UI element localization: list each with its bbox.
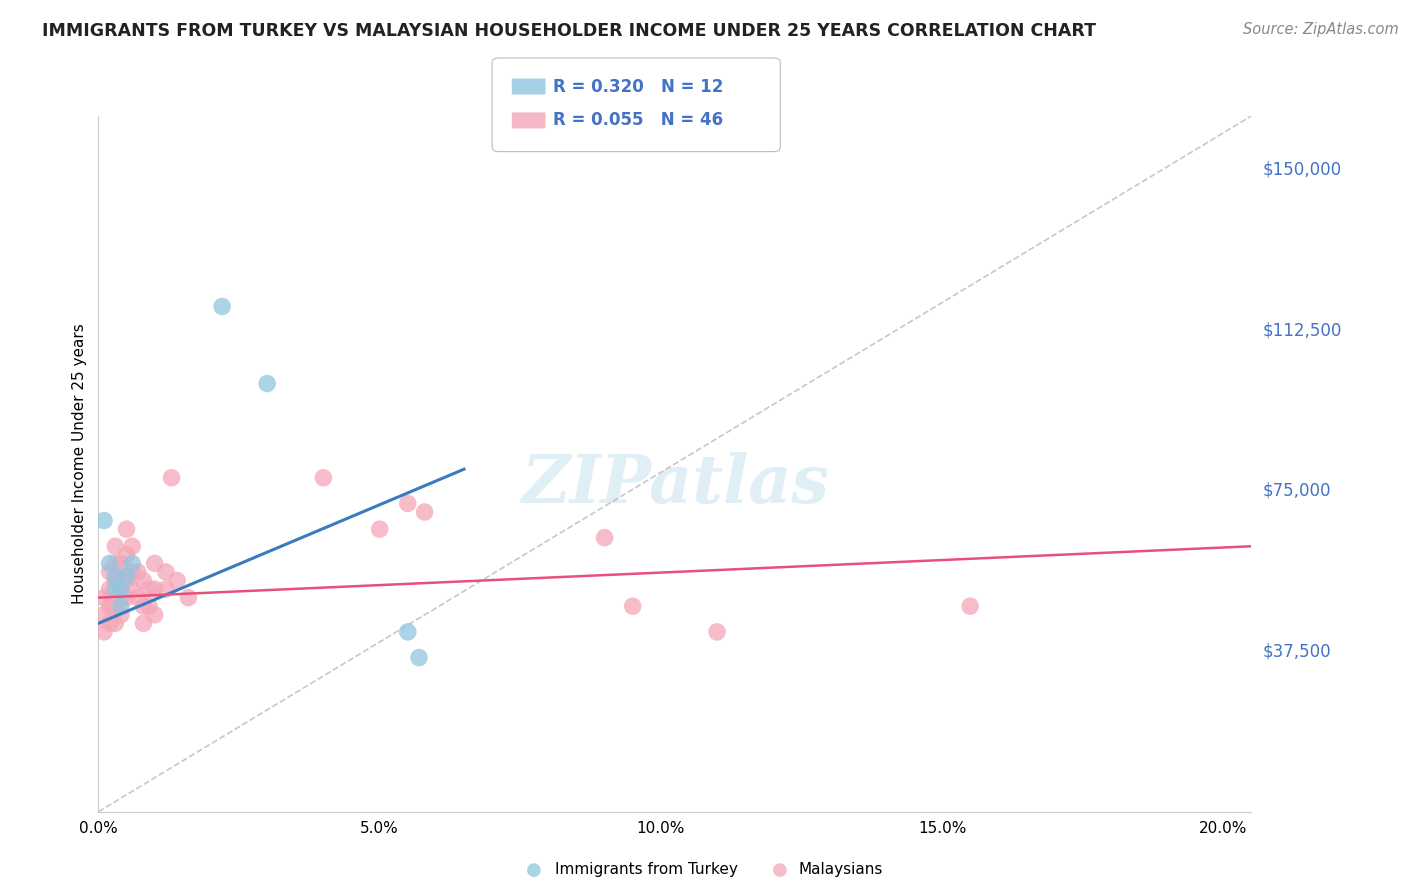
Text: ●: ● xyxy=(772,861,789,879)
Text: $37,500: $37,500 xyxy=(1263,642,1331,660)
Point xyxy=(104,574,127,588)
Text: IMMIGRANTS FROM TURKEY VS MALAYSIAN HOUSEHOLDER INCOME UNDER 25 YEARS CORRELATIO: IMMIGRANTS FROM TURKEY VS MALAYSIAN HOUS… xyxy=(42,22,1097,40)
Point xyxy=(104,599,127,614)
Point xyxy=(959,599,981,614)
Point xyxy=(143,557,166,571)
Text: Immigrants from Turkey: Immigrants from Turkey xyxy=(555,863,738,877)
Point xyxy=(98,557,121,571)
Point xyxy=(98,599,121,614)
Point xyxy=(115,591,138,605)
Point xyxy=(104,582,127,596)
Point xyxy=(155,582,177,596)
Point xyxy=(110,599,132,614)
Point xyxy=(177,591,200,605)
Point xyxy=(115,548,138,562)
Point xyxy=(160,471,183,485)
Point xyxy=(115,574,138,588)
Point xyxy=(121,557,143,571)
Text: ZIPatlas: ZIPatlas xyxy=(522,452,828,517)
Point xyxy=(104,539,127,553)
Point xyxy=(396,624,419,639)
Point xyxy=(104,616,127,631)
Point xyxy=(98,582,121,596)
Text: ●: ● xyxy=(526,861,543,879)
Text: $112,500: $112,500 xyxy=(1263,321,1341,339)
Point xyxy=(104,557,127,571)
Point xyxy=(121,539,143,553)
Point xyxy=(211,300,233,314)
Point xyxy=(93,607,115,622)
Point xyxy=(132,599,155,614)
Point xyxy=(312,471,335,485)
Text: Source: ZipAtlas.com: Source: ZipAtlas.com xyxy=(1243,22,1399,37)
Text: $150,000: $150,000 xyxy=(1263,161,1341,178)
Point xyxy=(408,650,430,665)
Point xyxy=(132,616,155,631)
Point xyxy=(256,376,278,391)
Point xyxy=(132,574,155,588)
Point xyxy=(98,616,121,631)
Point xyxy=(593,531,616,545)
Point xyxy=(93,514,115,528)
Point xyxy=(110,591,132,605)
Point xyxy=(143,607,166,622)
Point xyxy=(115,522,138,536)
Point xyxy=(155,565,177,579)
Point xyxy=(138,582,160,596)
Point xyxy=(621,599,644,614)
Point xyxy=(413,505,436,519)
Point xyxy=(110,557,132,571)
Point xyxy=(93,624,115,639)
Point xyxy=(396,496,419,510)
Point xyxy=(143,582,166,596)
Point xyxy=(98,565,121,579)
Point xyxy=(368,522,391,536)
Point xyxy=(110,607,132,622)
Text: Malaysians: Malaysians xyxy=(799,863,883,877)
Point xyxy=(706,624,728,639)
Point xyxy=(110,582,132,596)
Text: R = 0.055   N = 46: R = 0.055 N = 46 xyxy=(553,112,723,129)
Point xyxy=(110,574,132,588)
Point xyxy=(121,565,143,579)
Point xyxy=(127,565,149,579)
Point xyxy=(138,599,160,614)
Y-axis label: Householder Income Under 25 years: Householder Income Under 25 years xyxy=(72,324,87,604)
Text: $75,000: $75,000 xyxy=(1263,482,1331,500)
Text: R = 0.320   N = 12: R = 0.320 N = 12 xyxy=(553,78,723,95)
Point xyxy=(115,569,138,583)
Point xyxy=(104,569,127,583)
Point xyxy=(166,574,188,588)
Point xyxy=(121,582,143,596)
Point xyxy=(127,591,149,605)
Point xyxy=(93,591,115,605)
